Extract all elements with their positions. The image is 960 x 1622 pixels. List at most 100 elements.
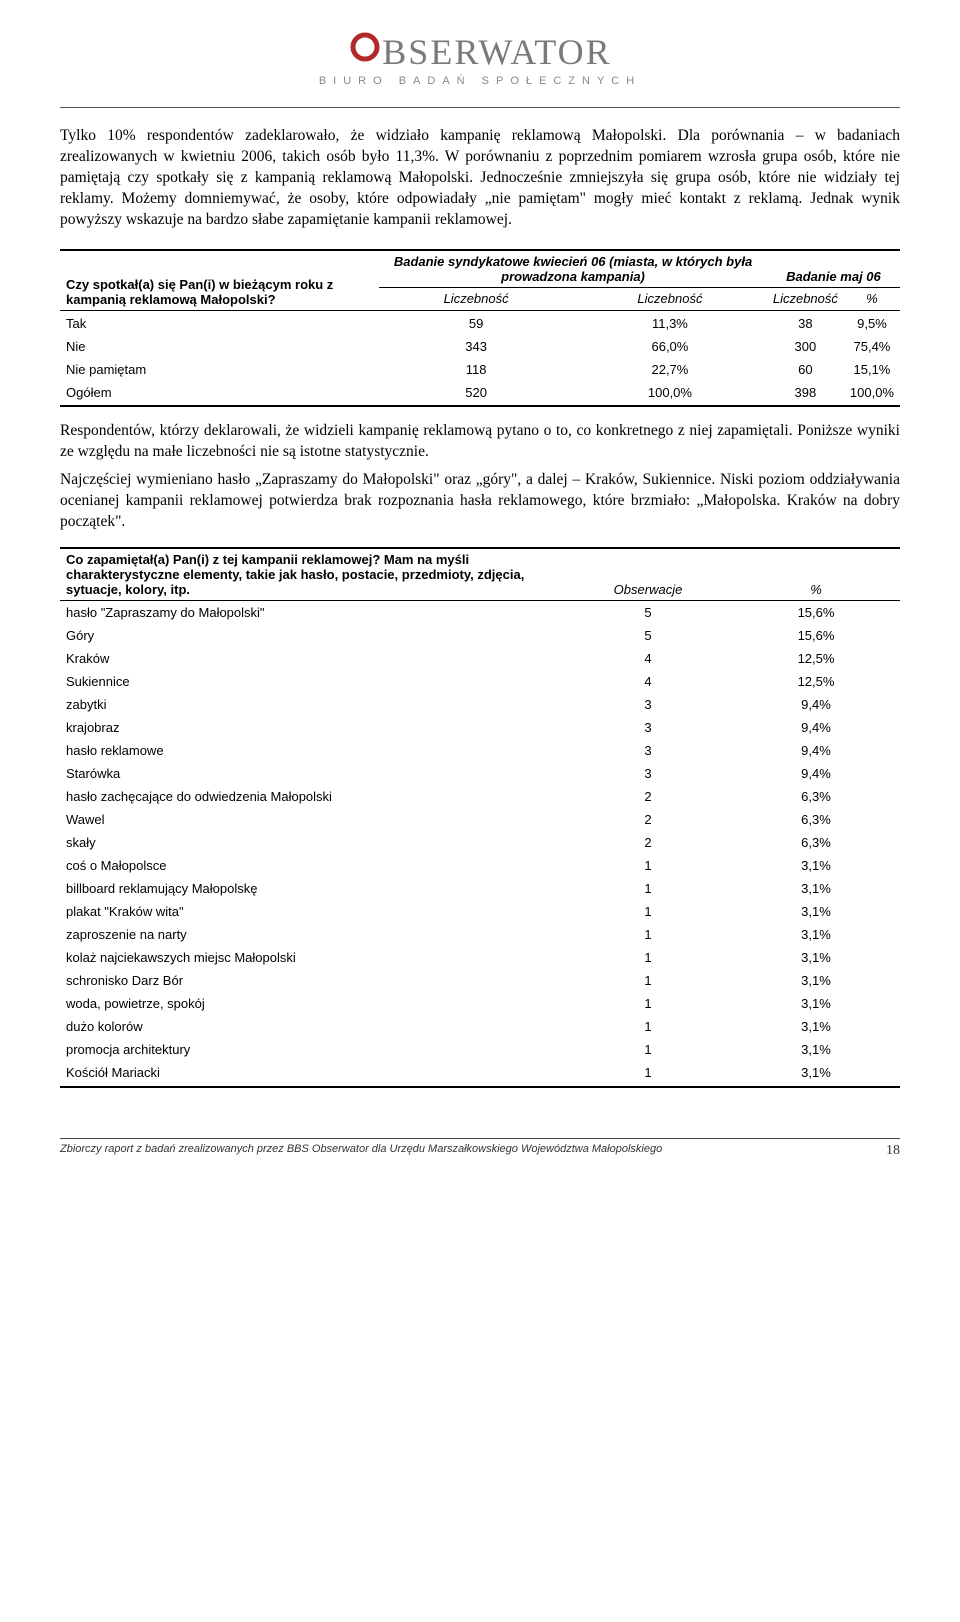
t2-col-obs: Obserwacje [564, 548, 732, 601]
row-label: Góry [60, 624, 564, 647]
row-label: Nie [60, 335, 379, 358]
table-row: coś o Małopolsce13,1% [60, 854, 900, 877]
cell: 118 [379, 358, 573, 381]
cell: 100,0% [573, 381, 767, 406]
cell: 398 [767, 381, 844, 406]
cell: 3 [564, 762, 732, 785]
row-label: krajobraz [60, 716, 564, 739]
table-row: Ogółem520100,0%398100,0% [60, 381, 900, 406]
row-label: Tak [60, 310, 379, 335]
cell: 15,1% [844, 358, 900, 381]
table-row: billboard reklamujący Małopolskę13,1% [60, 877, 900, 900]
cell: 3 [564, 739, 732, 762]
cell: 9,4% [732, 762, 900, 785]
table-1-wrap: Czy spotkał(a) się Pan(i) w bieżącym rok… [60, 249, 900, 407]
cell: 1 [564, 1061, 732, 1087]
row-label: Nie pamiętam [60, 358, 379, 381]
cell: 60 [767, 358, 844, 381]
row-label: dużo kolorów [60, 1015, 564, 1038]
paragraph-2: Respondentów, którzy deklarowali, że wid… [60, 421, 900, 463]
cell: 3,1% [732, 1015, 900, 1038]
row-label: skały [60, 831, 564, 854]
cell: 15,6% [732, 624, 900, 647]
cell: 1 [564, 946, 732, 969]
t1-group1-head: Badanie syndykatowe kwiecień 06 (miasta,… [379, 250, 767, 288]
cell: 343 [379, 335, 573, 358]
cell: 6,3% [732, 808, 900, 831]
cell: 12,5% [732, 647, 900, 670]
row-label: zaproszenie na narty [60, 923, 564, 946]
row-label: Starówka [60, 762, 564, 785]
row-label: schronisko Darz Bór [60, 969, 564, 992]
row-label: hasło zachęcające do odwiedzenia Małopol… [60, 785, 564, 808]
cell: 5 [564, 624, 732, 647]
table-row: Sukiennice412,5% [60, 670, 900, 693]
table-row: Nie34366,0%30075,4% [60, 335, 900, 358]
table-row: Wawel26,3% [60, 808, 900, 831]
t2-col-pct: % [732, 548, 900, 601]
table-row: Starówka39,4% [60, 762, 900, 785]
paragraph-3: Najczęściej wymieniano hasło „Zapraszamy… [60, 470, 900, 533]
t1-subhead: Liczebność [379, 287, 573, 310]
row-label: billboard reklamujący Małopolskę [60, 877, 564, 900]
cell: 3,1% [732, 969, 900, 992]
row-label: zabytki [60, 693, 564, 716]
cell: 3,1% [732, 923, 900, 946]
row-label: plakat "Kraków wita" [60, 900, 564, 923]
cell: 1 [564, 969, 732, 992]
row-label: Ogółem [60, 381, 379, 406]
table-row: promocja architektury13,1% [60, 1038, 900, 1061]
table-row: Nie pamiętam11822,7%6015,1% [60, 358, 900, 381]
cell: 2 [564, 808, 732, 831]
table-row: plakat "Kraków wita"13,1% [60, 900, 900, 923]
table-row: hasło "Zapraszamy do Małopolski"515,6% [60, 601, 900, 625]
cell: 38 [767, 310, 844, 335]
row-label: coś o Małopolsce [60, 854, 564, 877]
cell: 3,1% [732, 877, 900, 900]
cell: 300 [767, 335, 844, 358]
row-label: hasło reklamowe [60, 739, 564, 762]
cell: 66,0% [573, 335, 767, 358]
t1-body: Tak5911,3%389,5%Nie34366,0%30075,4%Nie p… [60, 310, 900, 406]
cell: 3,1% [732, 1038, 900, 1061]
cell: 1 [564, 1015, 732, 1038]
cell: 1 [564, 992, 732, 1015]
cell: 9,4% [732, 693, 900, 716]
header-rule [60, 107, 900, 108]
t2-body: hasło "Zapraszamy do Małopolski"515,6%Gó… [60, 601, 900, 1088]
table-row: Kraków412,5% [60, 647, 900, 670]
table-row: krajobraz39,4% [60, 716, 900, 739]
cell: 59 [379, 310, 573, 335]
table-1: Czy spotkał(a) się Pan(i) w bieżącym rok… [60, 249, 900, 407]
table-row: zaproszenie na narty13,1% [60, 923, 900, 946]
cell: 2 [564, 785, 732, 808]
cell: 1 [564, 900, 732, 923]
table-row: woda, powietrze, spokój13,1% [60, 992, 900, 1015]
table-row: dużo kolorów13,1% [60, 1015, 900, 1038]
cell: 3 [564, 716, 732, 739]
cell: 9,5% [844, 310, 900, 335]
cell: 9,4% [732, 716, 900, 739]
cell: 12,5% [732, 670, 900, 693]
cell: 6,3% [732, 785, 900, 808]
table-row: schronisko Darz Bór13,1% [60, 969, 900, 992]
t2-question: Co zapamiętał(a) Pan(i) z tej kampanii r… [60, 548, 564, 601]
t1-subhead: Liczebność [573, 287, 767, 310]
cell: 3 [564, 693, 732, 716]
table-row: hasło zachęcające do odwiedzenia Małopol… [60, 785, 900, 808]
t1-group2-head: Badanie maj 06 [767, 250, 900, 288]
cell: 3,1% [732, 854, 900, 877]
logo-o-icon [348, 30, 382, 64]
table-row: Góry515,6% [60, 624, 900, 647]
cell: 100,0% [844, 381, 900, 406]
table-row: zabytki39,4% [60, 693, 900, 716]
logo-text: BSERWATOR [382, 32, 611, 72]
table-row: hasło reklamowe39,4% [60, 739, 900, 762]
table-row: Tak5911,3%389,5% [60, 310, 900, 335]
cell: 3,1% [732, 1061, 900, 1087]
table-row: skały26,3% [60, 831, 900, 854]
logo-subtitle: BIURO BADAŃ SPOŁECZNYCH [60, 75, 900, 87]
cell: 520 [379, 381, 573, 406]
row-label: Sukiennice [60, 670, 564, 693]
table-row: Kościół Mariacki13,1% [60, 1061, 900, 1087]
